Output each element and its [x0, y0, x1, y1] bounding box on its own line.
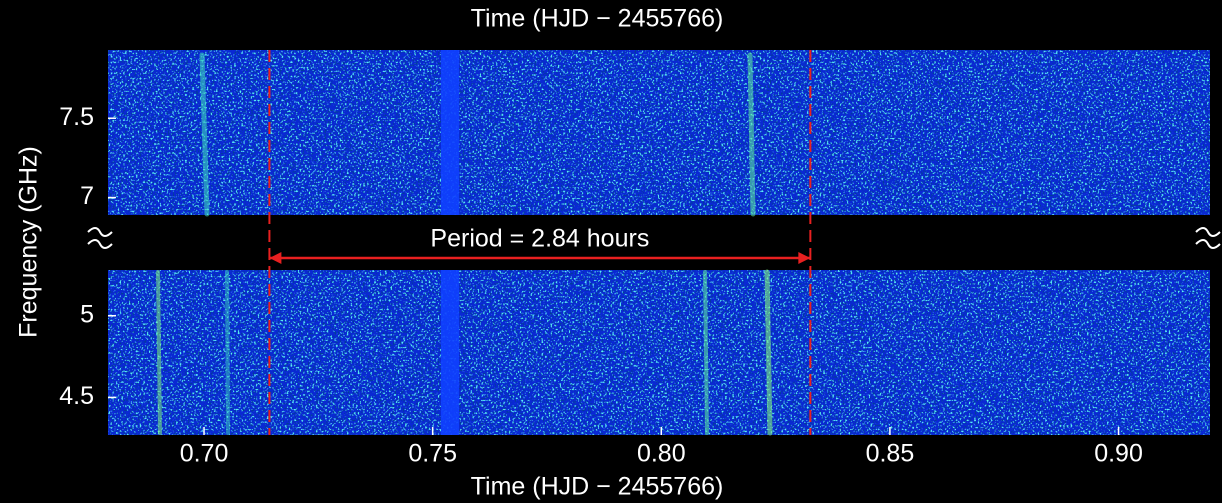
y-tick-label: 7.5	[59, 103, 94, 131]
axis-break	[87, 227, 113, 249]
spectrum-noise	[108, 50, 1210, 215]
x-tick-label: 0.70	[180, 440, 229, 468]
arrow-head	[798, 252, 811, 264]
spectrum-noise	[108, 270, 1210, 435]
y-axis-title: Frequency (GHz)	[15, 146, 43, 338]
x-axis-title-top: Time (HJD − 2455766)	[471, 5, 724, 33]
x-tick-label: 0.85	[866, 440, 915, 468]
spectrum-panels	[108, 50, 1210, 435]
y-tick-label: 5	[80, 300, 94, 328]
axis-break	[1195, 227, 1221, 249]
y-tick-label: 4.5	[59, 382, 94, 410]
x-tick-label: 0.75	[408, 440, 457, 468]
arrow-head	[269, 252, 282, 264]
bursts	[156, 50, 773, 436]
y-tick-label: 7	[80, 182, 94, 210]
x-tick-label: 0.80	[637, 440, 686, 468]
period-annotation: Period = 2.84 hours	[430, 225, 649, 253]
x-tick-label: 0.90	[1094, 440, 1143, 468]
x-axis-title: Time (HJD − 2455766)	[471, 473, 724, 501]
